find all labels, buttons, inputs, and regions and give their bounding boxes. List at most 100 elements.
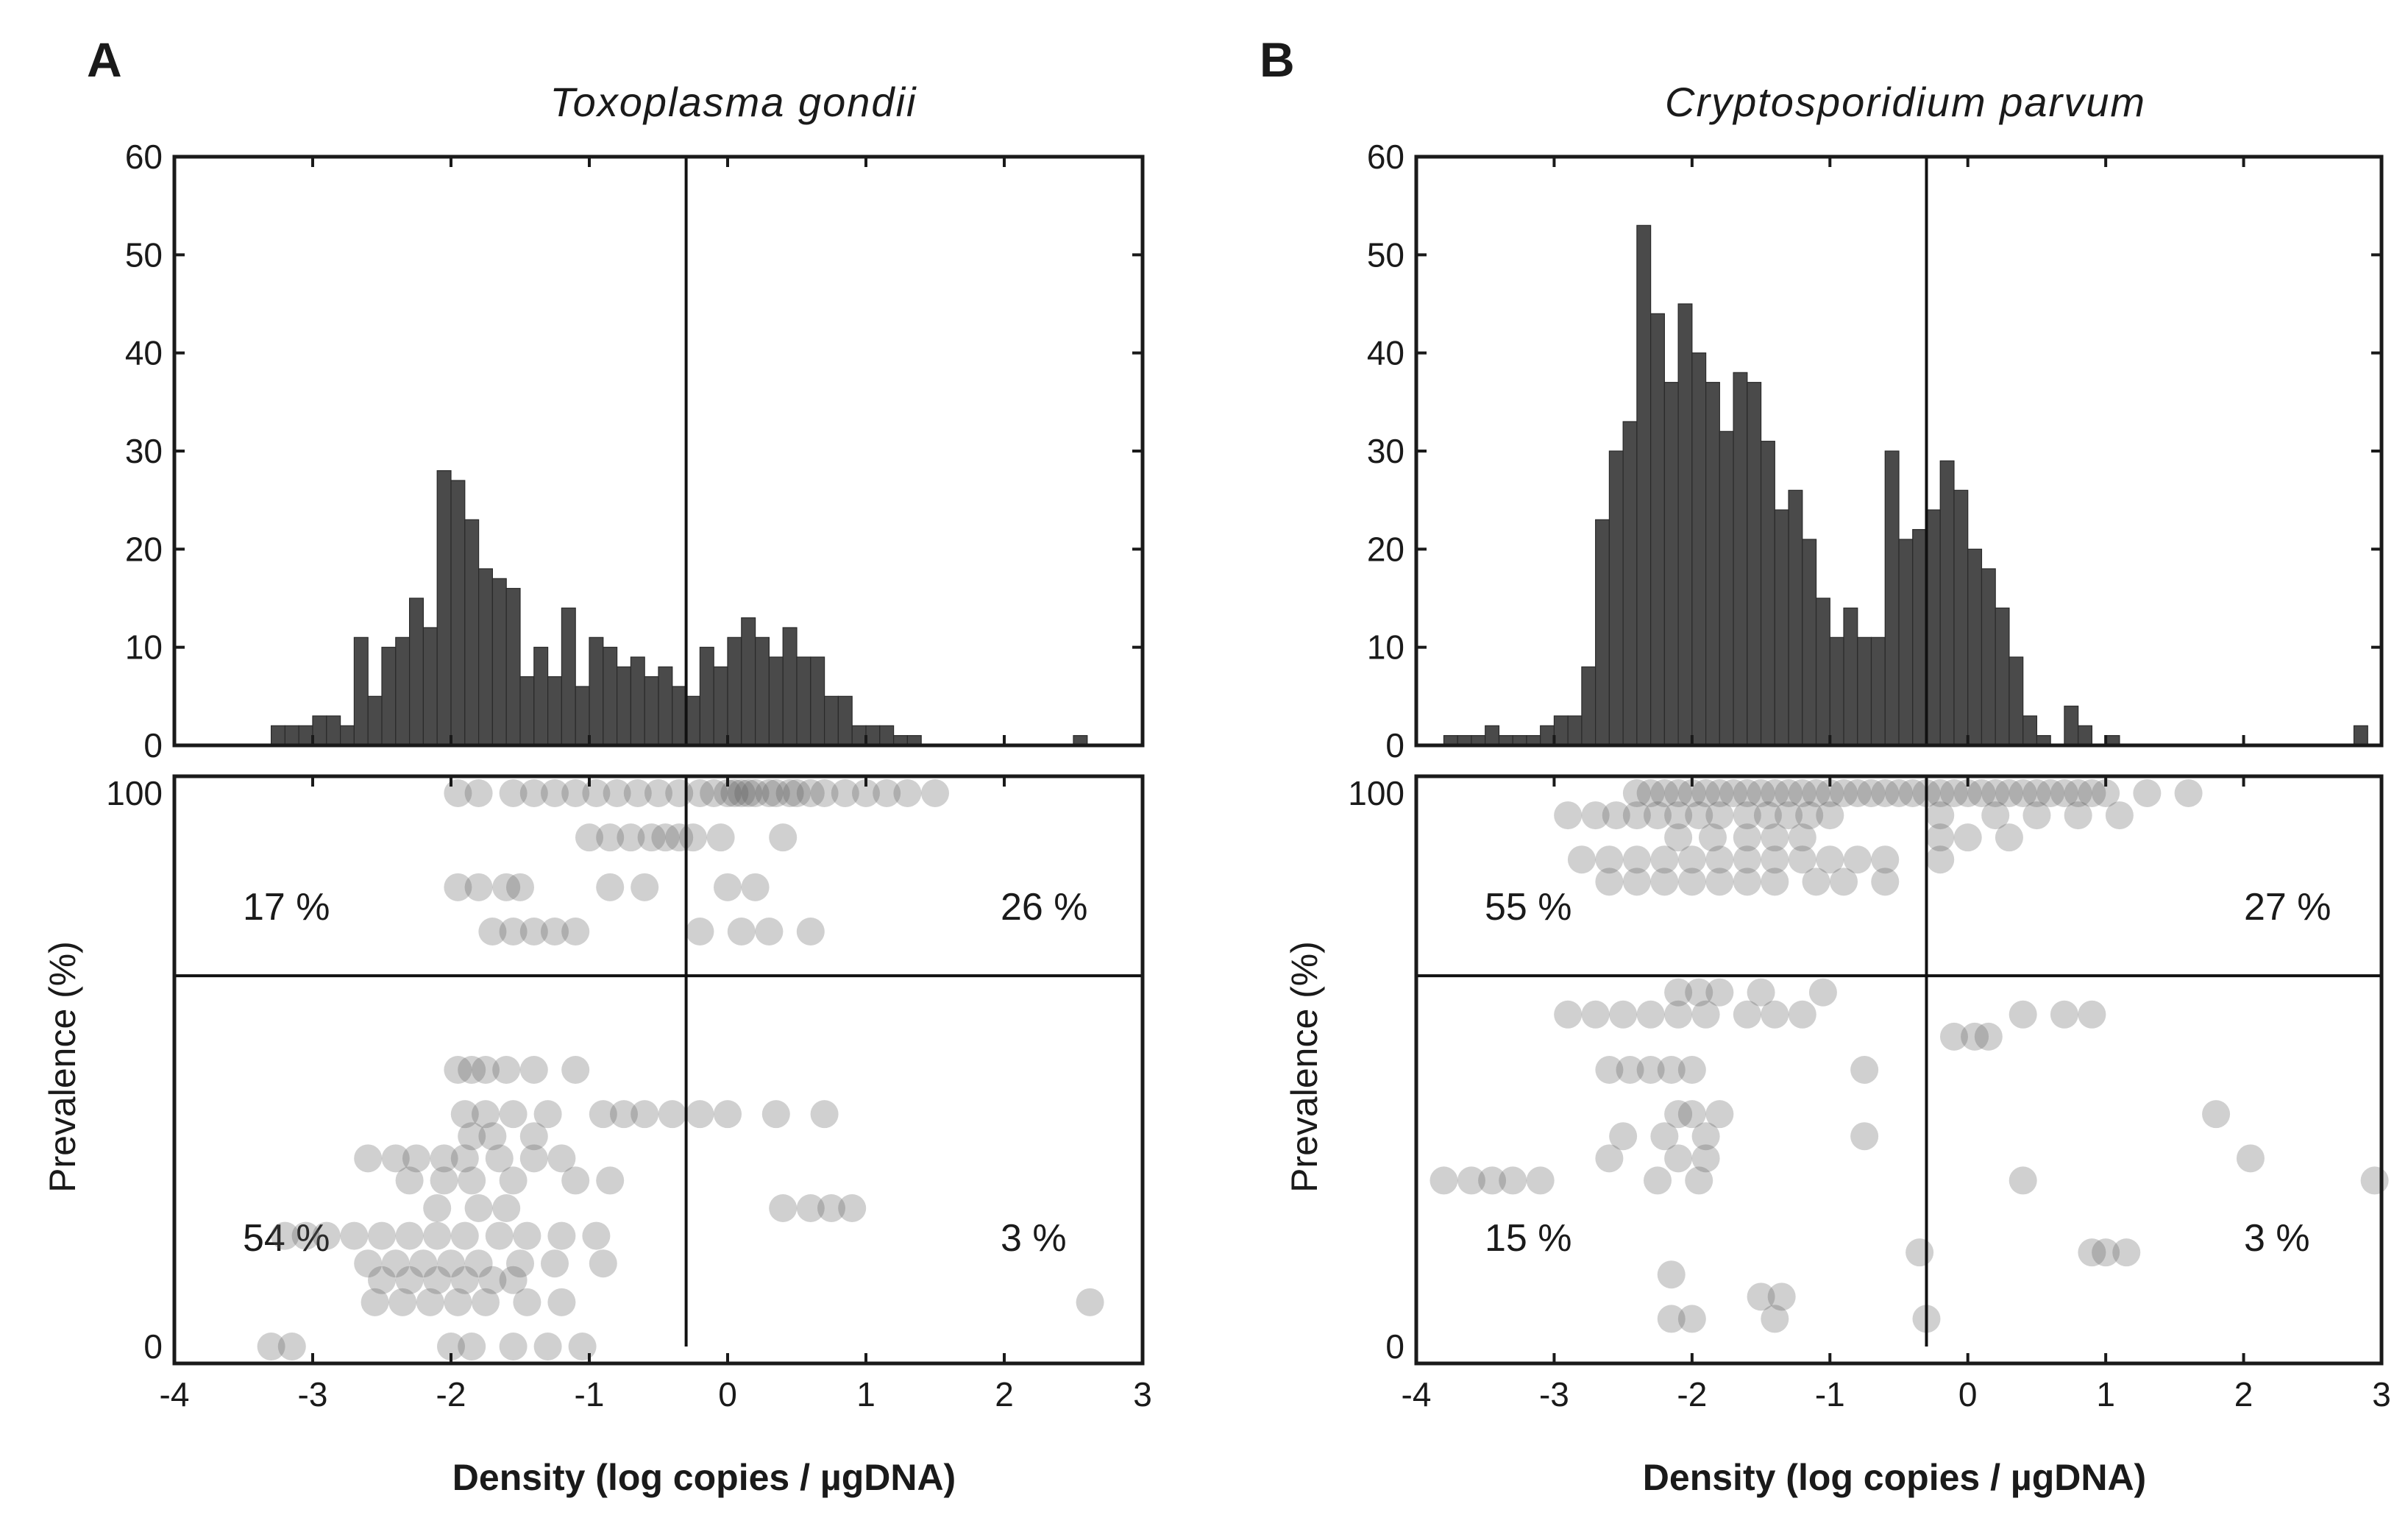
scatter-point [499,1266,528,1294]
scatter-point [277,1333,306,1360]
histogram-bar [1967,548,1983,746]
histogram-bar [1485,725,1500,746]
scatter-point [1761,1305,1789,1333]
quadrant-label-bottom-right: 3 % [2244,1217,2310,1260]
scatter-point [478,918,507,945]
scatter-point [1733,845,1761,874]
scatter-point [679,823,707,852]
x-tick-label: 0 [718,1375,737,1413]
scatter-point [1567,845,1596,874]
histogram-bar [2009,656,2024,746]
scatter-point [291,1221,320,1250]
scatter-point [1698,823,1727,852]
scatter-point [831,779,859,807]
histogram-bar [1705,382,1720,746]
scatter-point [513,1288,541,1316]
histogram-bar [741,617,756,746]
scatter-point [533,1100,562,1129]
scatter-point [312,1221,341,1250]
scatter-point [1677,1100,1706,1129]
scatter-point [1898,779,1927,807]
quadrant-label-bottom-right: 3 % [1001,1217,1067,1260]
histogram-bar [298,725,313,746]
scatter-point [714,779,742,807]
scatter-point [499,1166,528,1195]
scatter-point [444,873,472,901]
histogram-bar [2022,715,2038,746]
scatter-point [838,1194,867,1222]
scatter-point [271,1221,299,1250]
scatter-point [1753,801,1782,830]
scatter-point [506,873,534,901]
scatter-point [464,1194,493,1222]
hist-y-tick-label: 10 [1367,628,1404,667]
scatter-point [1664,1000,1693,1029]
scatter-point [714,873,742,901]
scatter-point [1650,779,1679,807]
scatter-point [761,1100,790,1129]
scatter-point [1906,1238,1934,1267]
scatter-point [1657,1056,1686,1084]
scatter-point [458,1056,486,1084]
scatter-point [1677,779,1706,807]
scatter-point [519,1056,548,1084]
scatter-point [1705,801,1734,830]
scatter-point [727,779,756,807]
scatter-point [499,918,528,945]
scatter-point [1685,978,1713,1007]
histogram-bar [1733,372,1748,746]
scatter-y-tick-label: 0 [143,1327,163,1366]
hist-y-tick-label: 30 [125,432,163,470]
scatter-point [1767,1282,1796,1311]
scatter-point [1622,868,1651,896]
scatter-point [1595,1144,1624,1173]
histogram-bar [1540,725,1555,746]
scatter-frame [172,774,1145,1366]
x-axis-label: Density (log copies / µgDNA) [452,1457,956,1498]
histogram-bar [1760,441,1775,746]
scatter-point [596,823,625,852]
scatter-point [444,1056,472,1084]
scatter-point [1830,779,1858,807]
scatter-point [499,1100,528,1129]
histogram-bar [1939,460,1955,746]
scatter-point [1974,1022,2003,1051]
histogram-bar [865,725,881,746]
histogram-bar [381,647,397,746]
histogram-bar [603,647,618,746]
scatter-point [561,918,590,945]
panel-b: B Cryptosporidium parvum Density (log co… [1260,32,2391,1498]
scatter-point [769,823,798,852]
scatter-point [547,1144,576,1173]
scatter-point [2036,779,2065,807]
scatter-point [1719,779,1748,807]
x-tick-label: -3 [1539,1375,1569,1413]
scatter-point [1953,779,1982,807]
histogram-bar [1636,224,1652,746]
scatter-point [596,1166,625,1195]
scatter-point [1457,1166,1485,1195]
scatter-point [1705,845,1734,874]
quadrant-label-top-left: 55 % [1485,886,1572,929]
scatter-point [1850,1122,1879,1151]
scatter-point [1664,823,1693,852]
histogram-bar [685,695,700,746]
scatter-point [1871,779,1900,807]
scatter-point [541,918,569,945]
scatter-point [1843,779,1872,807]
scatter-point [519,918,548,945]
scatter-point [513,1221,541,1250]
scatter-point [596,873,625,901]
scatter-point [492,873,521,901]
hist-y-tick-label: 40 [125,334,163,372]
scatter-point [921,779,949,807]
x-tick-label: -4 [1402,1375,1432,1413]
scatter-point [1677,1305,1706,1333]
scatter-point [1733,801,1761,830]
scatter-point [1650,868,1679,896]
histogram-bar [1981,568,1996,746]
scatter-point [402,1144,430,1173]
scatter-point [1857,779,1886,807]
scatter-point [1685,801,1713,830]
scatter-point [1677,845,1706,874]
